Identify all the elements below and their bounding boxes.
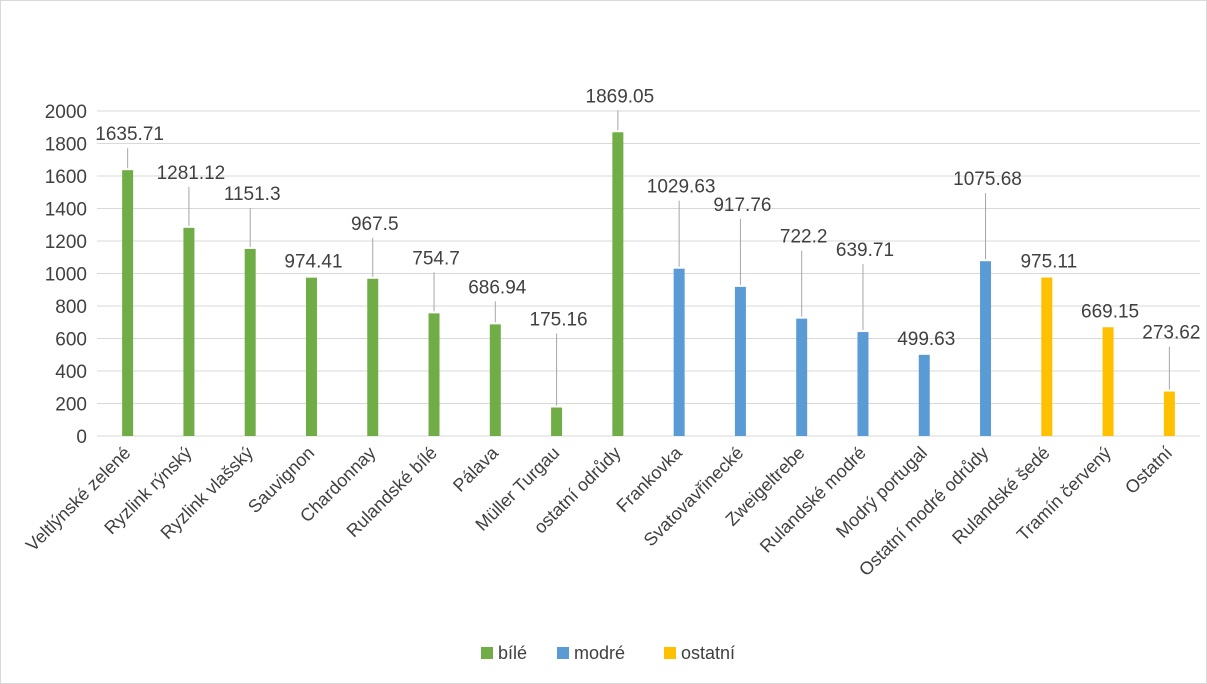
data-label: 754.7 [412, 248, 460, 269]
legend-swatch [664, 647, 676, 659]
bar [122, 170, 134, 436]
x-tick-label: Rulandské modré [756, 443, 870, 557]
x-tick-label: Ostatní [1121, 443, 1176, 498]
bar [1041, 277, 1053, 436]
bar [367, 278, 379, 436]
bar [612, 132, 624, 437]
legend-label: bílé [498, 643, 527, 663]
leader-lines [127, 110, 1170, 406]
y-tick-label: 800 [55, 297, 87, 318]
gridlines [97, 110, 1200, 437]
y-axis: 0 200 400 600 800 1000 1200 1400 1600 1800 2000 [45, 102, 1200, 448]
data-label: 499.63 [897, 329, 955, 350]
bar [980, 261, 992, 436]
bar [734, 286, 746, 436]
data-label: 1635.71 [95, 124, 164, 145]
bars [122, 132, 1175, 437]
y-tick-label: 2000 [45, 102, 87, 123]
data-label: 1029.63 [647, 177, 716, 198]
bar [857, 332, 869, 436]
data-label: 975.11 [1020, 252, 1077, 273]
bar [183, 227, 195, 436]
data-label: 974.41 [284, 252, 342, 273]
legend-label: modré [574, 643, 625, 663]
data-label: 639.71 [836, 240, 894, 261]
bar [1102, 327, 1114, 436]
y-tick-label: 600 [55, 330, 87, 351]
data-label: 1869.05 [586, 86, 655, 107]
y-tick-label: 200 [55, 395, 87, 416]
x-tick-label: Veltlýnské zelené [22, 443, 134, 555]
y-tick-label: 1600 [45, 167, 87, 188]
legend-swatch [557, 647, 569, 659]
bar [489, 324, 501, 436]
y-tick-label: 1000 [45, 265, 87, 286]
data-label: 273.62 [1142, 323, 1200, 344]
bar [244, 248, 256, 436]
data-label: 967.5 [351, 214, 399, 235]
data-label: 686.94 [468, 277, 527, 298]
y-tick-label: 1200 [45, 232, 87, 253]
y-tick-label: 1800 [45, 135, 87, 156]
y-tick-label: 1400 [45, 200, 87, 221]
bar [673, 268, 685, 436]
bar [551, 407, 563, 436]
y-tick-label: 0 [76, 427, 87, 448]
legend-label: ostatní [681, 643, 735, 663]
legend: bílé modré ostatní [481, 643, 735, 663]
bar [796, 318, 808, 436]
data-label: 1151.3 [224, 184, 281, 205]
y-tick-label: 400 [55, 362, 87, 383]
bar [1163, 391, 1175, 436]
legend-swatch [481, 647, 493, 659]
data-label: 1281.12 [157, 163, 226, 184]
bar [428, 313, 440, 436]
data-label: 722.2 [780, 227, 828, 248]
data-label: 175.16 [530, 310, 588, 331]
data-label: 917.76 [713, 195, 771, 216]
data-label: 669.15 [1081, 301, 1139, 322]
bar [918, 354, 930, 436]
x-tick-label: Pálava [449, 442, 503, 496]
bar [305, 277, 317, 436]
data-label: 1075.68 [953, 169, 1022, 190]
